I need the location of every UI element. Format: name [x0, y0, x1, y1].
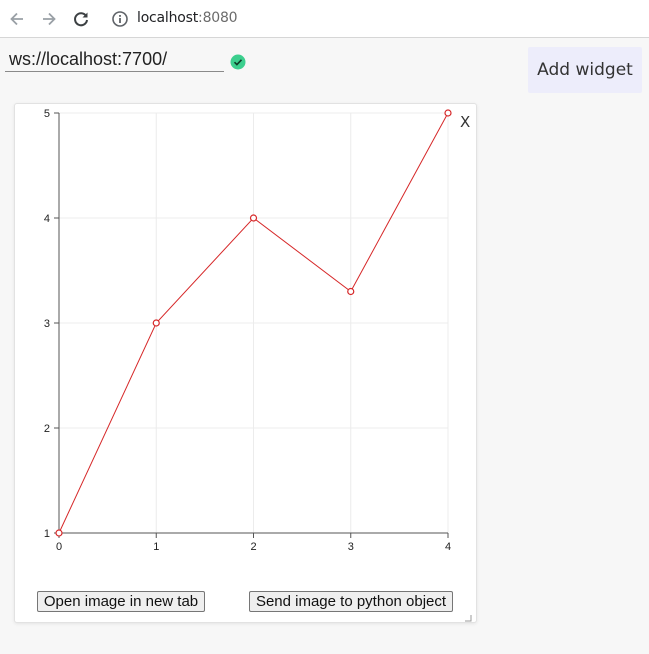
data-point	[347, 287, 355, 296]
browser-toolbar: localhost:8080	[0, 0, 649, 38]
open-image-button[interactable]: Open image in new tab	[37, 591, 205, 612]
address-bar[interactable]: localhost:8080	[137, 10, 238, 26]
chart-widget	[14, 103, 477, 623]
x-tick-label: 0	[56, 541, 62, 553]
y-tick-label: 1	[44, 528, 50, 540]
y-tick-label: 5	[44, 108, 50, 120]
back-icon[interactable]	[7, 9, 27, 29]
reload-icon[interactable]	[71, 9, 91, 29]
x-tick-label: 1	[153, 541, 159, 553]
info-icon[interactable]	[111, 10, 129, 28]
add-widget-button[interactable]: Add widget	[528, 47, 642, 93]
check-circle-icon	[230, 54, 246, 70]
y-tick-label: 3	[44, 318, 50, 330]
close-widget-button[interactable]: X	[460, 113, 471, 131]
y-tick-label: 4	[44, 213, 50, 225]
resize-handle-icon[interactable]	[464, 609, 472, 622]
data-point	[444, 109, 452, 117]
chart-grid	[58, 112, 449, 534]
x-tick-label: 2	[250, 541, 256, 553]
data-point	[249, 214, 258, 222]
websocket-url-input[interactable]	[5, 48, 224, 72]
x-tick-label: 3	[348, 541, 354, 553]
send-image-button[interactable]: Send image to python object	[249, 591, 453, 612]
forward-icon[interactable]	[39, 9, 59, 29]
y-tick-label: 2	[44, 423, 50, 435]
url-host: localhost	[137, 10, 199, 26]
data-point	[55, 529, 63, 537]
url-port: :8080	[198, 10, 238, 26]
data-point	[152, 319, 160, 327]
x-tick-label: 4	[445, 541, 451, 553]
chart-series	[55, 109, 452, 537]
